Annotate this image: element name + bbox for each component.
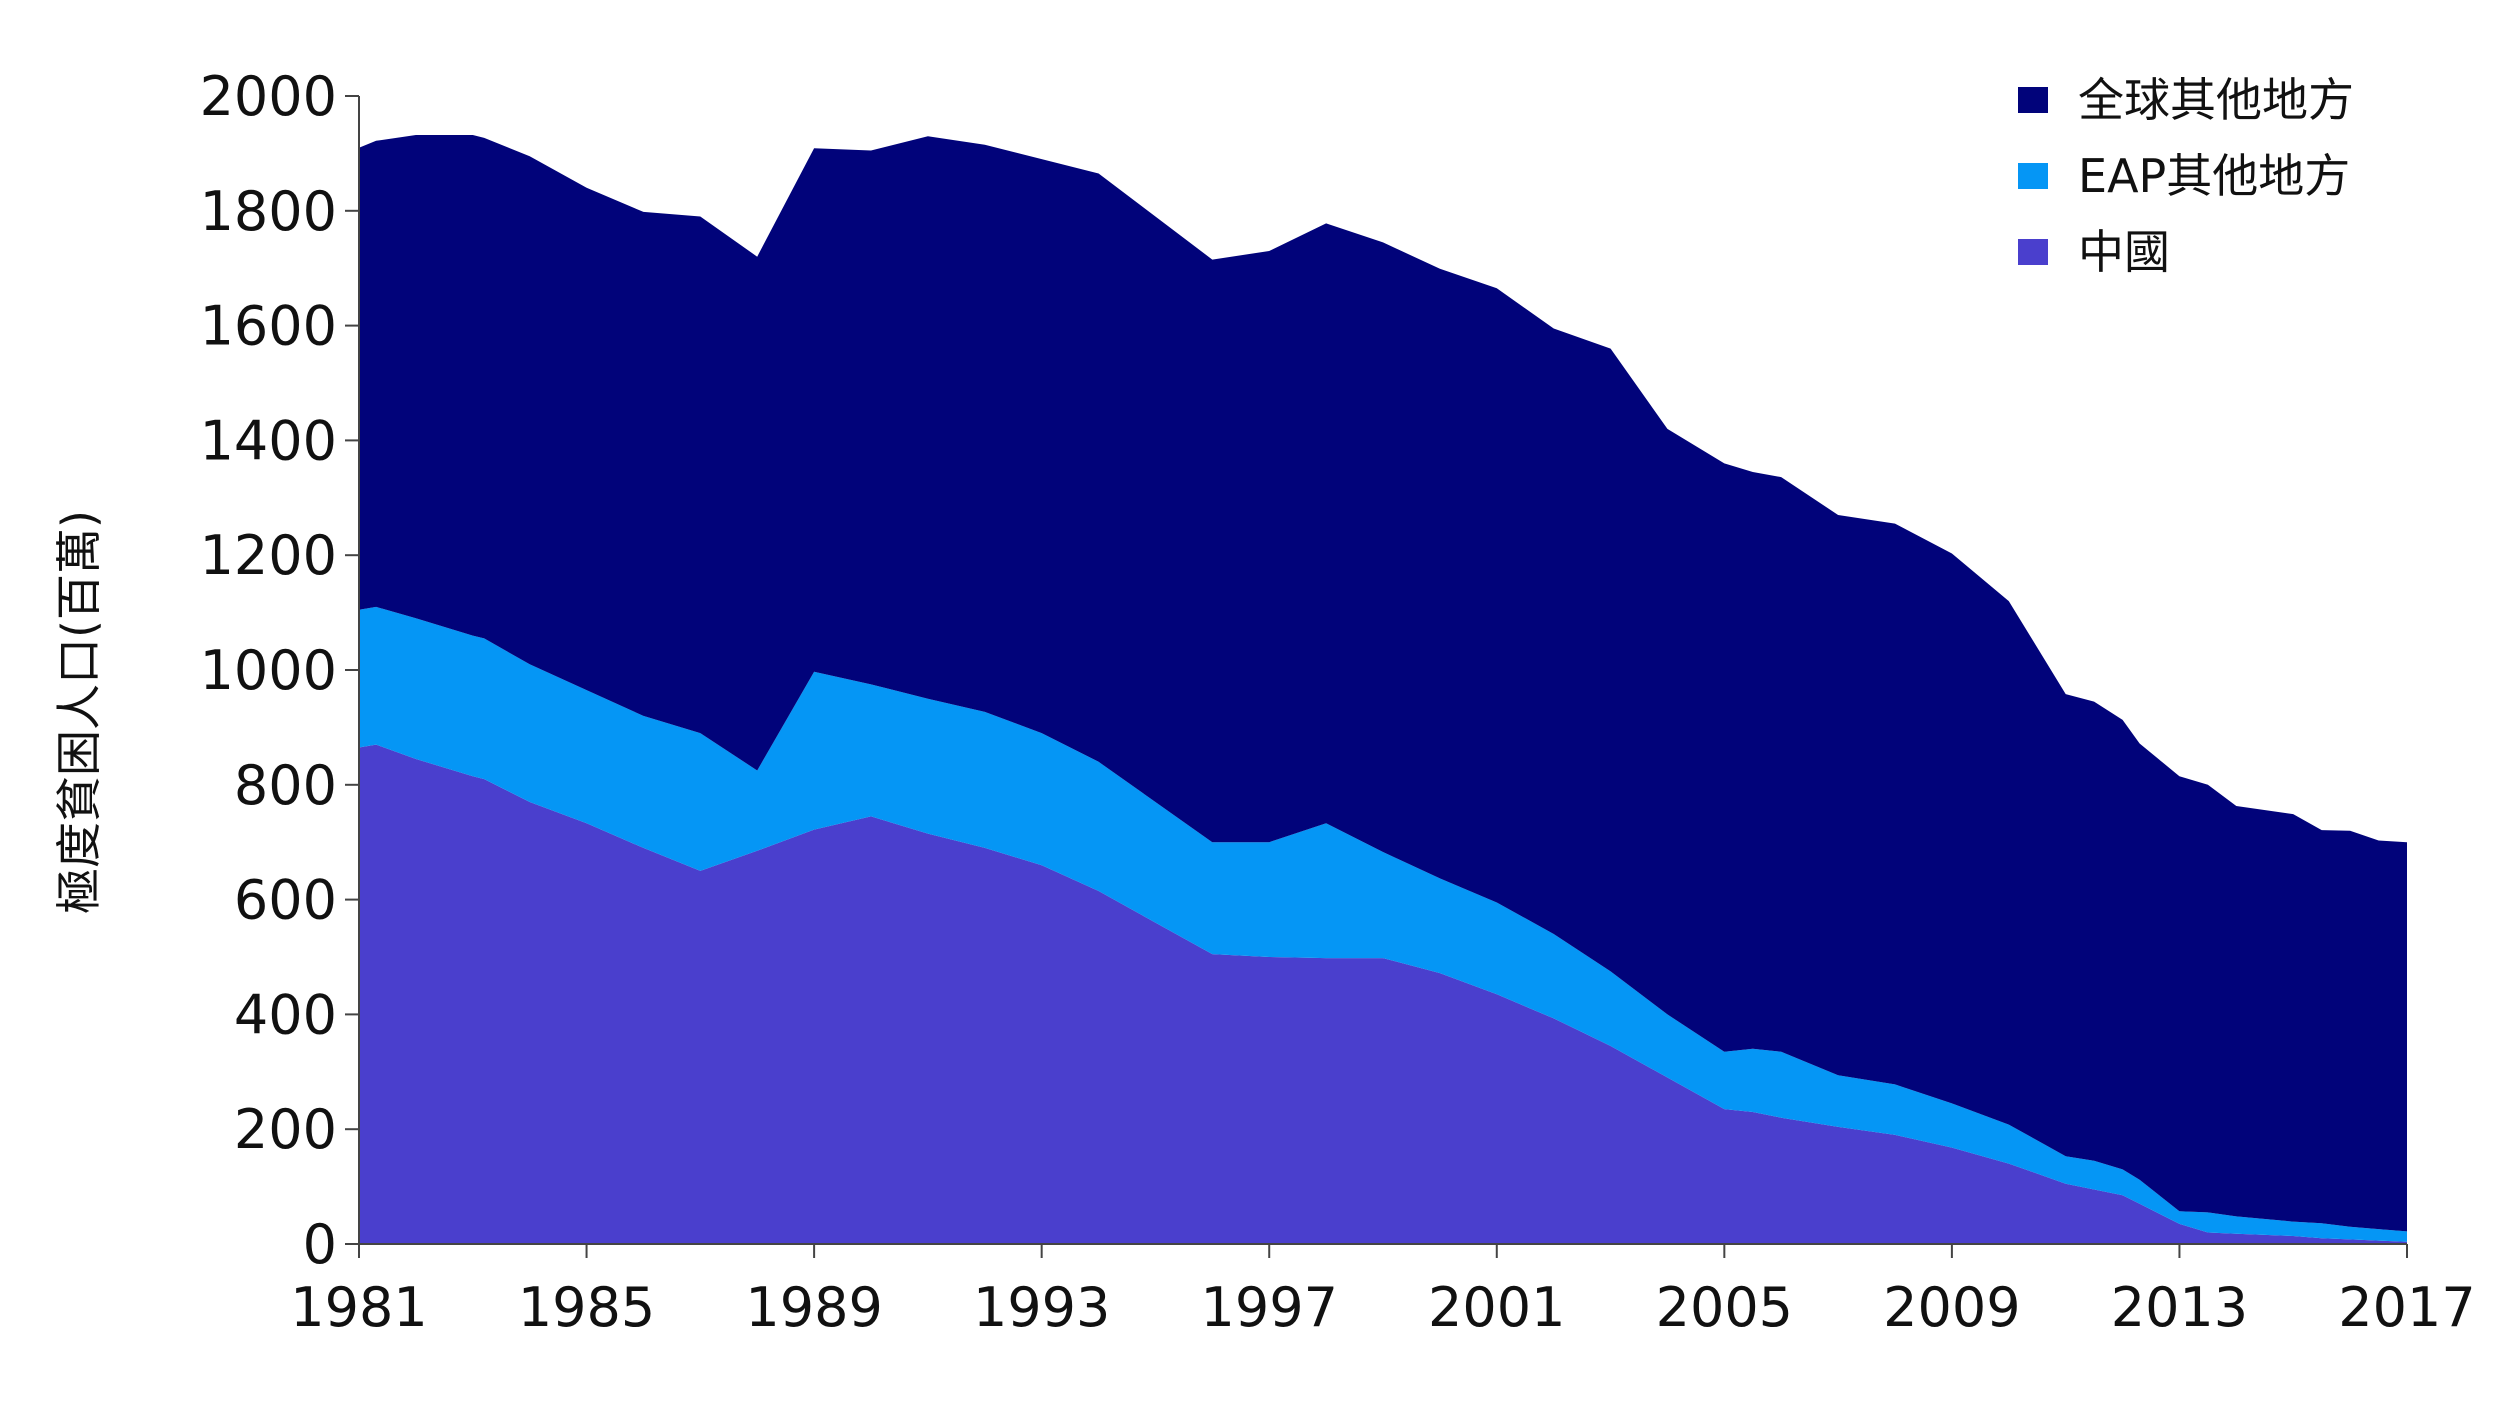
y-tick-label: 800: [234, 754, 337, 817]
y-tick-label: 1000: [200, 639, 337, 702]
legend-swatch: [2018, 239, 2048, 265]
area-series-3: [359, 135, 2407, 1232]
y-tick-label: 1400: [200, 409, 337, 472]
y-axis-ticks: 0 200 400 600 800 1000 1200 1400 1600 1800 2000: [200, 65, 359, 1276]
area-series-1: [359, 744, 2407, 1244]
x-tick-label: 2009: [1883, 1276, 2020, 1339]
y-tick-label: 2000: [200, 65, 337, 128]
x-tick-label: 1989: [745, 1276, 882, 1339]
area-series-group: [359, 135, 2407, 1244]
legend-swatch: [2018, 163, 2048, 189]
x-tick-label: 1993: [973, 1276, 1110, 1339]
x-tick-label: 2017: [2338, 1276, 2475, 1339]
legend-label: 全球其他地方: [2078, 73, 2354, 127]
x-tick-label: 2013: [2111, 1276, 2248, 1339]
axes: 0 200 400 600 800 1000 1200 1400 1600 1800 2000 19…: [200, 65, 2476, 1339]
x-tick-label: 1985: [518, 1276, 655, 1339]
y-tick-label: 1200: [200, 524, 337, 587]
y-tick-label: 1800: [200, 180, 337, 243]
y-tick-label: 1600: [200, 295, 337, 358]
legend-label: 中國: [2078, 225, 2170, 279]
legend-label: EAP其他地方: [2078, 149, 2350, 203]
x-axis-ticks: 1981 1985 1989 1993 1997 2001 2005 2009 2013 2017: [290, 1244, 2476, 1339]
y-tick-label: 0: [303, 1213, 337, 1276]
area-series-2: [359, 606, 2407, 1242]
x-tick-label: 2001: [1428, 1276, 1565, 1339]
x-tick-label: 2005: [1656, 1276, 1793, 1339]
y-tick-label: 400: [234, 983, 337, 1046]
x-tick-label: 1997: [1201, 1276, 1338, 1339]
x-tick-label: 1981: [290, 1276, 427, 1339]
y-axis-title: 極度貧困人口(百萬): [52, 510, 106, 914]
y-tick-label: 600: [234, 869, 337, 932]
y-tick-label: 200: [234, 1098, 337, 1161]
legend-swatch: [2018, 87, 2048, 113]
